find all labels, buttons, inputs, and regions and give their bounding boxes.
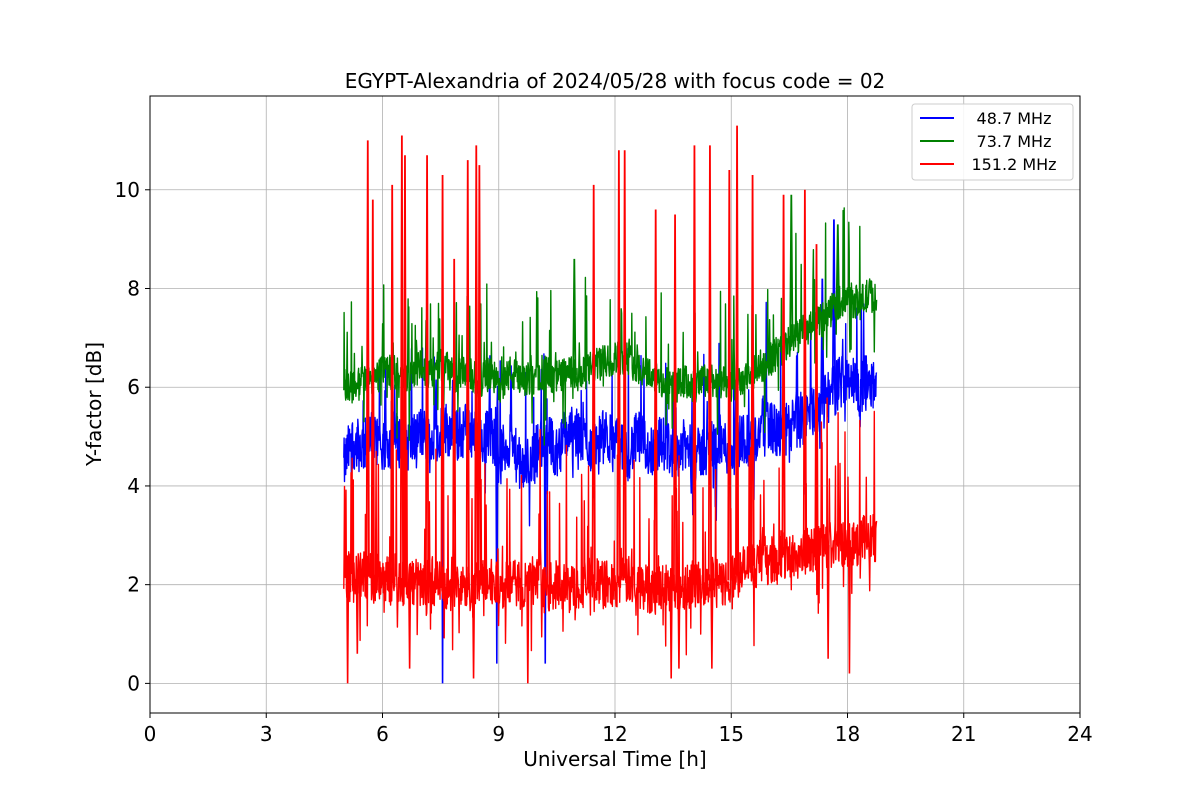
y-tick-label: 2 — [127, 573, 140, 597]
legend-item: 73.7 MHz — [920, 132, 1051, 151]
dip-mark — [471, 587, 476, 679]
legend-item: 48.7 MHz — [920, 109, 1051, 128]
dip-mark — [495, 450, 499, 664]
x-tick-label: 6 — [376, 722, 389, 746]
spike-mark — [707, 145, 712, 581]
series-line — [343, 207, 878, 446]
dip-mark — [543, 436, 547, 664]
spike-mark — [835, 224, 840, 303]
spike-mark — [474, 145, 479, 586]
spike-mark — [814, 244, 819, 549]
series-1 — [343, 194, 878, 446]
series-2 — [343, 125, 878, 684]
dip-mark — [526, 582, 530, 684]
y-tick-label: 0 — [127, 671, 140, 695]
x-tick-label: 9 — [492, 722, 505, 746]
series-layer — [343, 125, 878, 684]
y-tick-label: 10 — [115, 178, 140, 202]
spike-mark — [831, 219, 836, 390]
legend-box — [911, 103, 1074, 181]
dip-mark — [346, 574, 350, 684]
spike-mark — [425, 155, 430, 583]
spike-mark — [370, 199, 375, 579]
series-line — [343, 301, 878, 527]
x-tick-label: 12 — [602, 722, 627, 746]
spike-mark — [591, 184, 596, 581]
spike-mark — [653, 209, 658, 588]
legend: 48.7 MHz 73.7 MHz 151.2 MHz — [911, 103, 1074, 181]
legend-label: 73.7 MHz — [977, 132, 1052, 151]
x-tick-label: 24 — [1067, 722, 1092, 746]
x-tick-label: 18 — [835, 722, 860, 746]
spike-mark — [390, 184, 395, 584]
legend-item: 151.2 MHz — [920, 155, 1057, 174]
chart-title: EGYPT-Alexandria of 2024/05/28 with focu… — [345, 69, 886, 93]
spike-mark — [572, 258, 577, 375]
spike-mark — [673, 214, 678, 589]
spike-mark — [402, 155, 408, 581]
x-tick-label: 0 — [144, 722, 157, 746]
spike-mark — [465, 160, 470, 590]
spike-mark — [399, 135, 404, 582]
spike-mark — [440, 174, 445, 588]
spike-mark — [692, 145, 697, 585]
spike-mark — [781, 194, 786, 558]
spike-mark — [735, 125, 740, 575]
dip-mark — [710, 581, 714, 669]
spike-mark — [616, 150, 621, 584]
dip-mark — [355, 577, 359, 654]
x-axis-label: Universal Time [h] — [523, 747, 706, 771]
legend-label: 151.2 MHz — [971, 155, 1056, 174]
y-axis: 0 2 4 6 8 10 — [115, 178, 150, 695]
dip-mark — [669, 588, 673, 679]
dip-mark — [408, 580, 412, 669]
legend-label: 48.7 MHz — [977, 109, 1052, 128]
x-tick-label: 21 — [951, 722, 976, 746]
spike-mark — [365, 140, 370, 577]
x-axis: 0 3 6 9 12 15 18 21 24 — [144, 713, 1093, 746]
y-tick-label: 8 — [127, 277, 140, 301]
y-tick-label: 4 — [127, 474, 140, 498]
y-axis-label: Y-factor [dB] — [82, 342, 106, 467]
spike-mark — [727, 170, 732, 581]
x-tick-label: 15 — [719, 722, 744, 746]
y-tick-label: 6 — [127, 375, 140, 399]
spike-mark — [452, 258, 457, 586]
plot-area — [343, 125, 878, 684]
dip-mark — [677, 587, 681, 669]
dip-mark — [826, 545, 830, 659]
spike-mark — [622, 150, 627, 581]
spike-mark — [750, 174, 755, 566]
series-line — [343, 397, 878, 656]
spike-mark — [477, 165, 482, 585]
spike-mark — [789, 194, 794, 342]
x-tick-label: 3 — [260, 722, 273, 746]
dip-mark — [847, 540, 852, 674]
spike-mark — [802, 189, 807, 554]
spike-mark — [820, 278, 825, 404]
